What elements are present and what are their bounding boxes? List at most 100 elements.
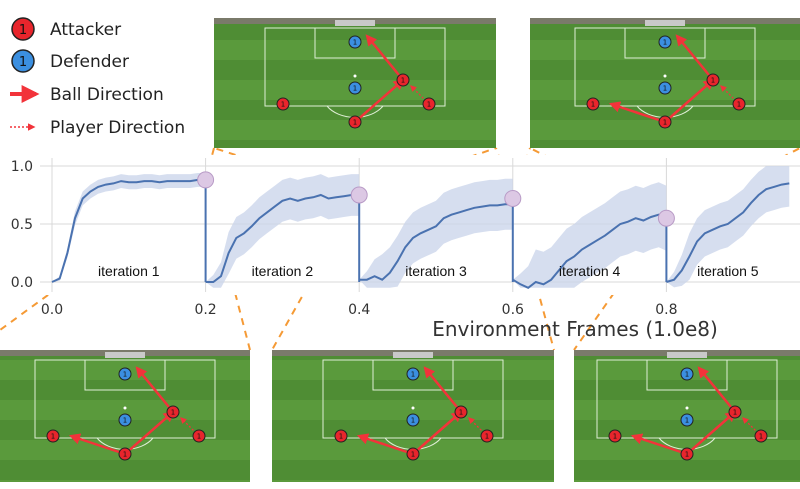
ball-direction-arrow (124, 410, 175, 455)
ball-direction-arrow (608, 101, 666, 124)
attacker-marker (166, 405, 180, 419)
ball-direction-arrow (664, 78, 715, 123)
attacker-marker (396, 73, 410, 87)
legend: 1 Attacker 1 Defender Ball Direction Pla… (10, 17, 185, 138)
defender-marker (658, 81, 672, 95)
defender-marker (658, 35, 672, 49)
iteration-end-marker (197, 171, 215, 189)
iteration-label: iteration 2 (252, 263, 314, 279)
penalty-spot (685, 406, 689, 410)
attacker-marker (454, 405, 468, 419)
y-tick-label: 1.0 (11, 159, 33, 175)
ball-direction-arrow (135, 366, 174, 413)
player-number: 1 (51, 433, 55, 441)
defender-marker (118, 413, 132, 427)
goal (393, 352, 433, 358)
player-number: 1 (401, 77, 405, 85)
player-number: 1 (733, 409, 737, 417)
x-tick-label: 0.6 (502, 302, 524, 318)
y-tick-labels: 0.0 0.5 1.0 (11, 159, 33, 291)
player-number: 1 (123, 451, 127, 459)
penalty-spot (353, 74, 357, 78)
legend-attacker: 1 Attacker (11, 17, 121, 41)
ball-direction-arrow (412, 410, 463, 455)
player-number: 1 (685, 371, 689, 379)
defender-marker (118, 367, 132, 381)
ball-direction-arrow (356, 433, 414, 456)
defender-marker-number: 1 (19, 55, 27, 70)
legend-player-label: Player Direction (50, 118, 185, 138)
ball-direction-arrow (686, 410, 737, 455)
player-number: 1 (711, 77, 715, 85)
goal-box (84, 359, 166, 391)
x-tick-labels: 0.0 0.2 0.4 0.6 0.8 (41, 302, 678, 318)
player-number: 1 (485, 433, 489, 441)
player-number: 1 (353, 85, 357, 93)
penalty-spot (411, 406, 415, 410)
player-number: 1 (339, 433, 343, 441)
ball-direction-arrow (423, 366, 462, 413)
player-number: 1 (171, 409, 175, 417)
confidence-band (52, 173, 206, 282)
player-number: 1 (353, 119, 357, 127)
player-number: 1 (685, 451, 689, 459)
attacker-marker (46, 429, 60, 443)
attacker-marker (680, 447, 694, 461)
ball-direction-arrow (675, 34, 714, 81)
iteration-label: iteration 5 (697, 263, 759, 279)
attacker-marker (348, 115, 362, 129)
attacker-marker (732, 97, 746, 111)
legend-defender: 1 Defender (11, 49, 129, 73)
player-number: 1 (411, 451, 415, 459)
player-number: 1 (685, 417, 689, 425)
pitch-snapshot: 1 1 1 1 1 1 (214, 18, 496, 148)
player-number: 1 (353, 39, 357, 47)
player-number: 1 (427, 101, 431, 109)
legend-defender-label: Defender (50, 52, 129, 72)
confidence-band (205, 174, 360, 288)
defender-marker (680, 367, 694, 381)
player-number: 1 (123, 371, 127, 379)
y-tick-label: 0.0 (11, 275, 33, 291)
player-number: 1 (411, 371, 415, 379)
attacker-marker (334, 429, 348, 443)
pitch-snapshot: 1 1 1 1 1 1 (0, 350, 250, 482)
attacker-marker (480, 429, 494, 443)
attacker-marker (118, 447, 132, 461)
attacker-marker (658, 115, 672, 129)
goal (105, 352, 145, 358)
attacker-marker-number: 1 (19, 23, 27, 38)
player-number: 1 (663, 119, 667, 127)
iteration-labels: iteration 1 iteration 2 iteration 3 iterati… (98, 263, 759, 279)
goal (645, 20, 685, 26)
ball-direction-arrow (697, 366, 736, 413)
goal-box (624, 27, 706, 59)
iteration-label: iteration 3 (405, 263, 467, 279)
pitch-snapshot: 1 1 1 1 1 1 (272, 350, 554, 482)
mean-curve (205, 193, 360, 283)
learning-curve-chart: iteration 1 iteration 2 iteration 3 iterati… (11, 155, 800, 341)
defender-marker (406, 367, 420, 381)
player-number: 1 (281, 101, 285, 109)
confidence-band (512, 182, 667, 288)
ball-direction-arrow (365, 34, 404, 81)
defender-marker-icon (11, 49, 35, 73)
attacker-marker (608, 429, 622, 443)
attacker-marker (706, 73, 720, 87)
iteration-end-markers (197, 171, 675, 227)
iteration-end-marker (657, 209, 675, 227)
ball-direction-arrow (68, 433, 126, 456)
legend-ball: Ball Direction (10, 85, 164, 105)
player-number: 1 (123, 417, 127, 425)
x-tick-label: 0.8 (655, 302, 677, 318)
mean-curve (51, 178, 206, 283)
defender-marker (348, 35, 362, 49)
pitch-snapshot: 1 1 1 1 1 1 (530, 18, 800, 148)
attacker-marker (276, 97, 290, 111)
pitch-snapshot: 1 1 1 1 1 1 (574, 350, 800, 482)
attacker-marker (422, 97, 436, 111)
x-tick-label: 0.2 (194, 302, 216, 318)
attacker-marker (754, 429, 768, 443)
x-axis-label: Environment Frames (1.0e8) (432, 317, 718, 341)
